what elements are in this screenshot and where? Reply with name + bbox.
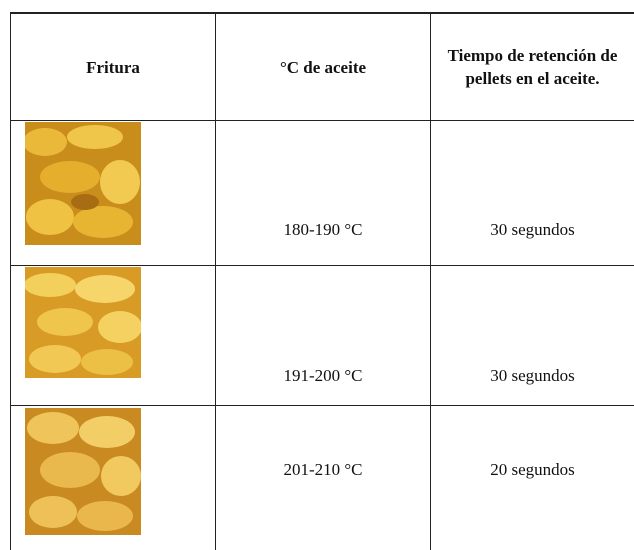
header-cell: Tiempo de retención de pellets en el ace… bbox=[447, 46, 618, 88]
cell: 30 segundos bbox=[490, 220, 575, 239]
cell: 191-200 °C bbox=[283, 366, 363, 385]
cell: 180-190 °C bbox=[283, 220, 363, 239]
rule bbox=[10, 12, 11, 550]
cell: 20 segundos bbox=[490, 460, 575, 479]
rule bbox=[215, 12, 216, 550]
rule bbox=[10, 405, 634, 406]
cell: 201-210 °C bbox=[283, 460, 363, 479]
chips-photo bbox=[25, 267, 141, 378]
cell: 30 segundos bbox=[490, 366, 575, 385]
header-cell: Fritura bbox=[86, 57, 140, 77]
rule bbox=[10, 12, 634, 14]
header-cell: °C de aceite bbox=[279, 57, 367, 77]
rule bbox=[10, 120, 634, 121]
chips-photo bbox=[25, 122, 141, 245]
chips-photo bbox=[25, 408, 141, 535]
rule bbox=[10, 265, 634, 266]
rule bbox=[430, 12, 431, 550]
